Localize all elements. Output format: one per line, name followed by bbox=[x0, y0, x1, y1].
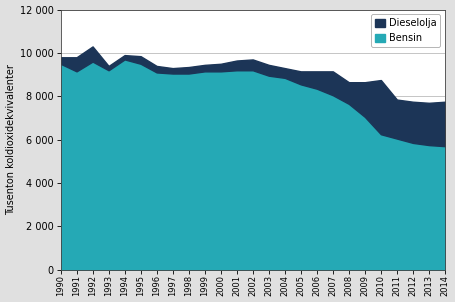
Y-axis label: Tusenton koldioxidekvivalenter: Tusenton koldioxidekvivalenter bbox=[5, 64, 15, 215]
Legend: Dieselolja, Bensin: Dieselolja, Bensin bbox=[371, 14, 440, 47]
